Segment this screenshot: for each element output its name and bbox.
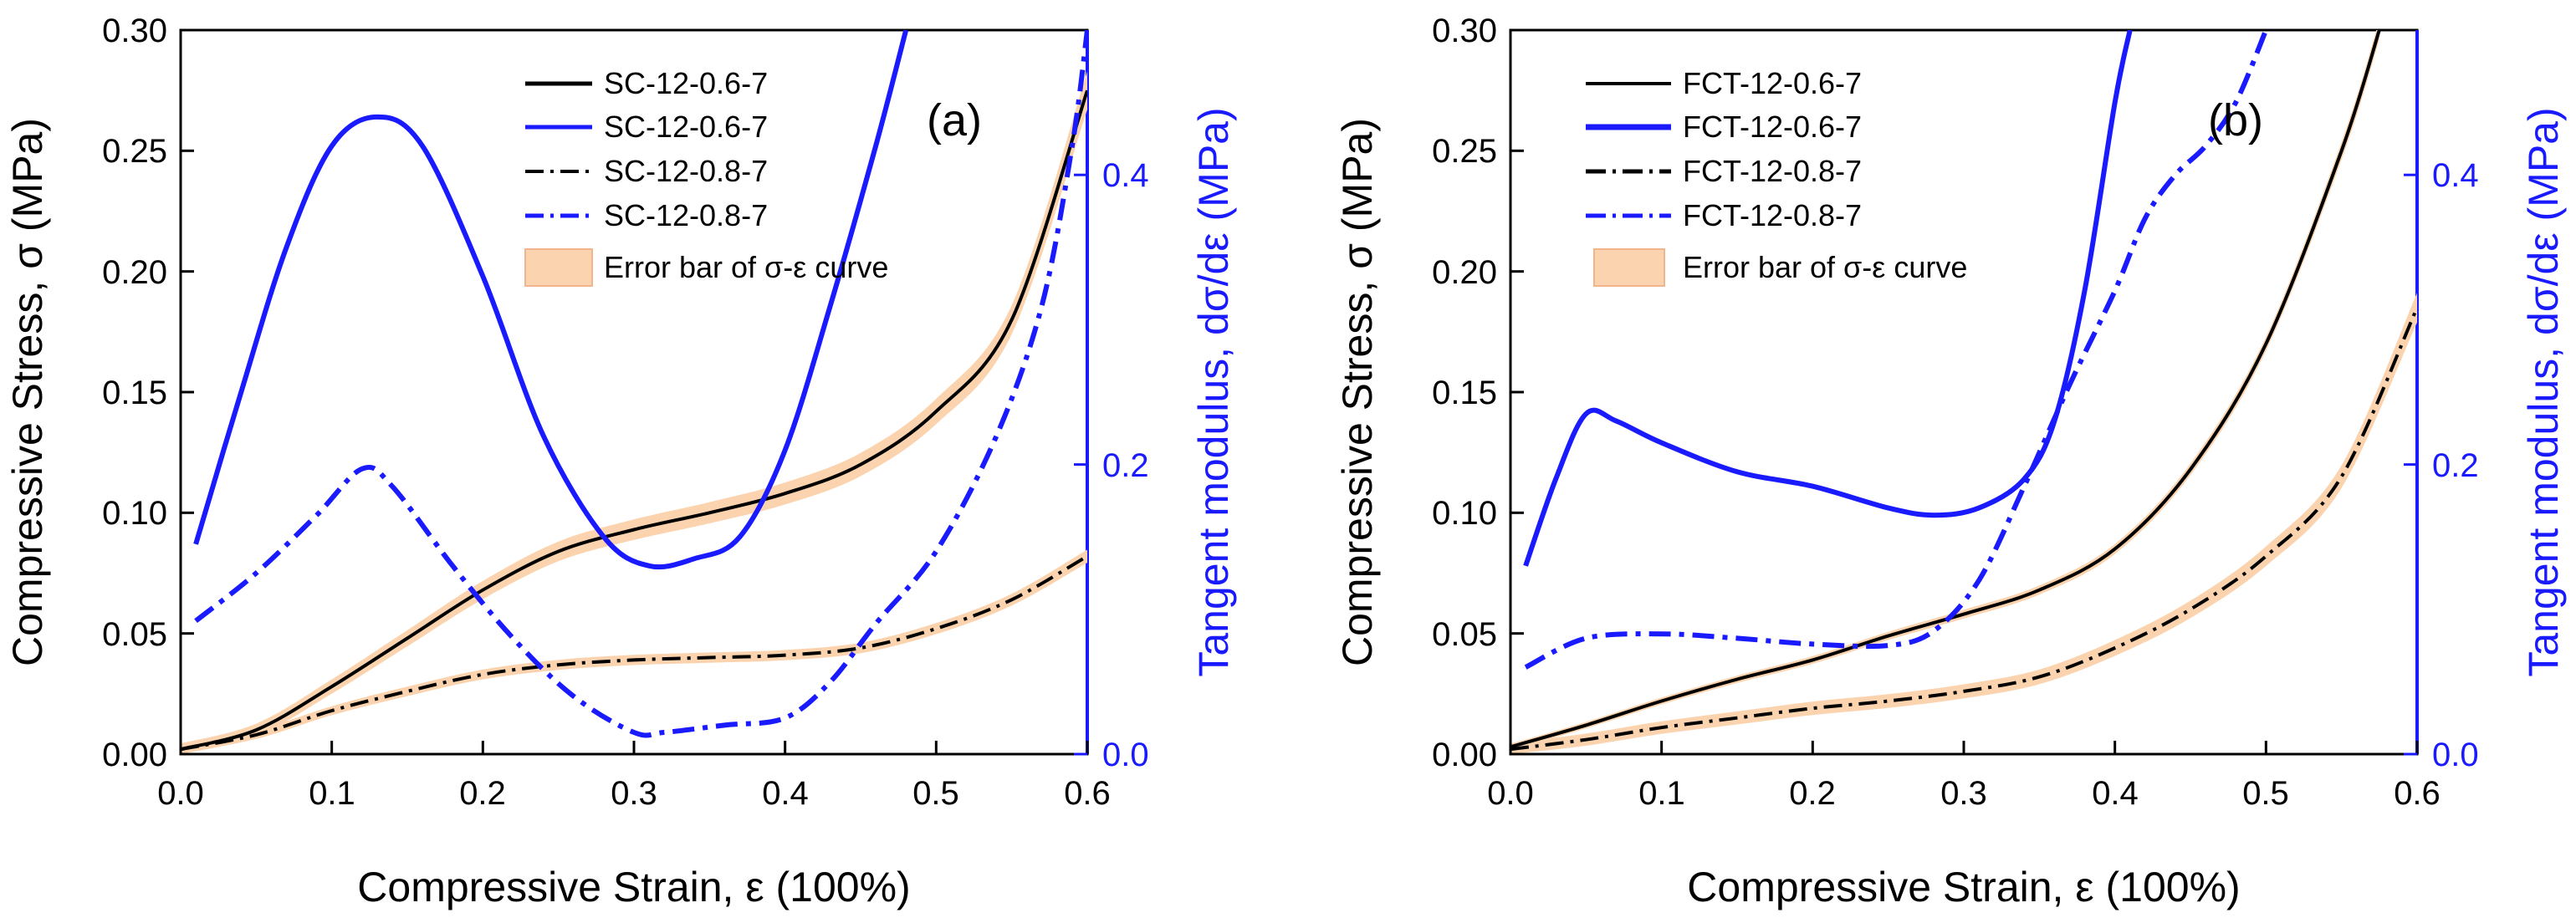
right-tick-label: 0.0 bbox=[1102, 737, 1149, 773]
x-axis-title: Compressive Strain, ε (100%) bbox=[357, 864, 910, 910]
x-tick-labels: 0.0 0.1 0.2 0.3 0.4 0.5 0.6 bbox=[1487, 775, 2441, 812]
series-line bbox=[194, 30, 1087, 738]
y-tick-label: 0.20 bbox=[1432, 254, 1497, 291]
legend-entry: FCT-12-0.8-7 bbox=[1683, 154, 1862, 188]
y-tick-label: 0.05 bbox=[1432, 616, 1497, 653]
legend-entry: SC-12-0.6-7 bbox=[604, 110, 768, 144]
x-tick-label: 0.6 bbox=[2394, 775, 2441, 812]
legend-entry: SC-12-0.6-7 bbox=[604, 66, 768, 100]
y-tick-label: 0.15 bbox=[1432, 375, 1497, 411]
y-tick-label: 0.25 bbox=[1432, 133, 1497, 170]
x-tick-label: 0.1 bbox=[1638, 775, 1685, 812]
error-bands bbox=[1510, 30, 2417, 754]
y-tick-label: 0.10 bbox=[102, 495, 167, 532]
y-tick-labels: 0.00 0.05 0.10 0.15 0.20 0.25 0.30 bbox=[1432, 13, 1497, 773]
legend-entry: FCT-12-0.8-7 bbox=[1683, 198, 1862, 232]
y-tick-label: 0.00 bbox=[1432, 737, 1497, 773]
legend: FCT-12-0.6-7 FCT-12-0.6-7 FCT-12-0.8-7 F… bbox=[1586, 66, 1967, 287]
series-line bbox=[181, 554, 1087, 752]
y-tick-labels: 0.00 0.05 0.10 0.15 0.20 0.25 0.30 bbox=[102, 13, 167, 773]
series-line bbox=[1510, 30, 2381, 749]
tick-marks bbox=[1509, 28, 2419, 756]
y-tick-label: 0.30 bbox=[1432, 13, 1497, 49]
right-tick-label: 0.2 bbox=[1102, 447, 1149, 484]
y-tick-label: 0.15 bbox=[102, 375, 167, 411]
y-tick-label: 0.25 bbox=[102, 133, 167, 170]
legend-entry: Error bar of σ-ε curve bbox=[1683, 250, 1967, 284]
right-tick-labels: 0.0 0.2 0.4 bbox=[2432, 157, 2479, 773]
series-line bbox=[1524, 30, 2269, 670]
x-tick-label: 0.3 bbox=[611, 775, 657, 812]
error-bands bbox=[181, 71, 1087, 754]
error-band bbox=[1510, 293, 2417, 754]
series-line bbox=[1523, 30, 2133, 567]
y-tick-label: 0.10 bbox=[1432, 495, 1497, 532]
right-tick-label: 0.2 bbox=[2432, 447, 2479, 484]
right-axis-title: Tangent modulus, dσ/dε (MPa) bbox=[2520, 107, 2567, 676]
x-tick-label: 0.0 bbox=[1487, 775, 1534, 812]
legend-entry: Error bar of σ-ε curve bbox=[604, 250, 888, 284]
series-line bbox=[1510, 307, 2417, 752]
x-tick-label: 0.6 bbox=[1064, 775, 1111, 812]
right-tick-labels: 0.0 0.2 0.4 bbox=[1102, 157, 1149, 773]
series-line bbox=[181, 89, 1087, 752]
x-tick-label: 0.4 bbox=[762, 775, 809, 812]
x-tick-label: 0.4 bbox=[2092, 775, 2139, 812]
y-tick-label: 0.20 bbox=[102, 254, 167, 291]
panel-b: 0.0 0.1 0.2 0.3 0.4 0.5 0.6 0.00 0.05 0.… bbox=[1334, 13, 2567, 910]
x-tick-label: 0.3 bbox=[1940, 775, 1987, 812]
series-lines bbox=[181, 30, 1087, 752]
y-axis-title: Compressive Stress, σ (MPa) bbox=[4, 118, 51, 666]
legend-entry: SC-12-0.8-7 bbox=[604, 198, 768, 232]
x-tick-label: 0.1 bbox=[309, 775, 355, 812]
error-band bbox=[181, 549, 1087, 753]
x-tick-label: 0.2 bbox=[1789, 775, 1836, 812]
y-tick-label: 0.05 bbox=[102, 616, 167, 653]
tick-marks bbox=[179, 28, 1089, 756]
right-tick-label: 0.4 bbox=[1102, 157, 1149, 194]
plot-frame bbox=[1509, 28, 2419, 756]
y-tick-label: 0.30 bbox=[102, 13, 167, 49]
x-tick-labels: 0.0 0.1 0.2 0.3 0.4 0.5 0.6 bbox=[157, 775, 1111, 812]
panel-label: (b) bbox=[2208, 95, 2263, 145]
series-lines bbox=[1510, 30, 2417, 752]
series-line bbox=[193, 30, 909, 570]
x-tick-label: 0.5 bbox=[2242, 775, 2289, 812]
y-tick-label: 0.00 bbox=[102, 737, 167, 773]
y-axis-title: Compressive Stress, σ (MPa) bbox=[1334, 118, 1381, 666]
panel-label: (a) bbox=[927, 95, 982, 145]
legend-swatch bbox=[524, 248, 593, 287]
x-tick-label: 0.5 bbox=[912, 775, 959, 812]
x-tick-label: 0.0 bbox=[157, 775, 204, 812]
legend-entry: FCT-12-0.6-7 bbox=[1683, 66, 1862, 100]
right-tick-label: 0.4 bbox=[2432, 157, 2479, 194]
panel-a: 0.0 0.1 0.2 0.3 0.4 0.5 0.6 0.00 0.05 0.… bbox=[4, 13, 1237, 910]
legend-entry: SC-12-0.8-7 bbox=[604, 154, 768, 188]
x-axis-title: Compressive Strain, ε (100%) bbox=[1687, 864, 2240, 910]
right-tick-label: 0.0 bbox=[2432, 737, 2479, 773]
x-tick-label: 0.2 bbox=[459, 775, 506, 812]
legend: SC-12-0.6-7 SC-12-0.6-7 SC-12-0.8-7 SC-1… bbox=[524, 66, 888, 287]
legend-swatch bbox=[1593, 248, 1665, 287]
legend-entry: FCT-12-0.6-7 bbox=[1683, 110, 1862, 144]
right-axis-title: Tangent modulus, dσ/dε (MPa) bbox=[1190, 107, 1237, 676]
